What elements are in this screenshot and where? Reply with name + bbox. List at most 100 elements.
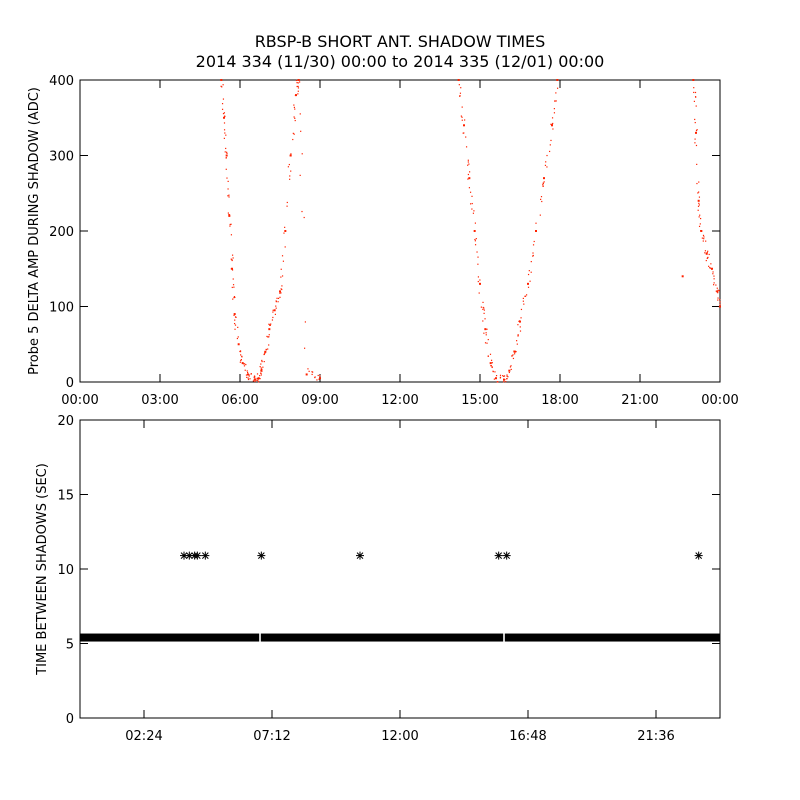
shadow-interval-point <box>502 551 511 560</box>
shadow-amp-point <box>247 371 249 374</box>
top-x-tick-label: 12:00 <box>381 393 418 408</box>
shadow-amp-point <box>708 265 710 267</box>
shadow-amp-point <box>491 366 493 369</box>
shadow-amp-point <box>233 296 236 298</box>
shadow-amp-point <box>294 94 297 97</box>
shadow-amp-point <box>283 232 285 234</box>
shadow-amp-point <box>694 121 696 124</box>
shadow-amp-point <box>709 267 711 269</box>
shadow-amp-point <box>474 238 476 241</box>
shadow-amp-point <box>502 375 504 377</box>
shadow-amp-point <box>540 198 542 200</box>
shadow-amp-point <box>482 320 484 322</box>
shadow-amp-point <box>495 374 498 377</box>
shadow-amp-point <box>227 212 229 214</box>
shadow-amp-point <box>289 175 291 177</box>
shadow-amp-point <box>297 93 299 95</box>
shadow-amp-point <box>280 292 282 294</box>
shadow-amp-point <box>314 376 316 378</box>
shadow-amp-point <box>255 379 257 381</box>
shadow-amp-point <box>301 210 303 213</box>
shadow-amp-point <box>467 173 470 176</box>
shadow-amp-point <box>477 276 480 278</box>
shadow-amp-point <box>701 237 703 239</box>
shadow-amp-point <box>295 79 298 82</box>
shadow-amp-point <box>275 300 277 302</box>
shadow-amp-point <box>252 380 254 382</box>
shadow-amp-point <box>228 196 230 198</box>
shadow-amp-point <box>499 376 502 378</box>
shadow-amp-point <box>257 381 260 383</box>
shadow-amp-point <box>699 223 701 225</box>
shadow-amp-point <box>259 365 261 368</box>
shadow-amp-point <box>231 267 233 270</box>
shadow-interval-baseline <box>504 633 720 642</box>
shadow-amp-point <box>287 166 289 168</box>
shadow-amp-point <box>228 214 231 217</box>
shadow-amp-point <box>543 181 545 183</box>
shadow-amp-point <box>516 343 518 345</box>
bottom-x-tick-label: 21:36 <box>637 729 674 744</box>
shadow-amp-point <box>476 251 478 253</box>
shadow-amp-point <box>506 378 508 380</box>
shadow-amp-point <box>243 363 245 365</box>
shadow-amp-point <box>230 223 232 225</box>
shadow-amp-point <box>232 257 234 259</box>
shadow-amp-point <box>517 335 519 337</box>
shadow-amp-point <box>514 350 516 352</box>
top-plot-frame <box>79 79 721 383</box>
shadow-amp-point <box>281 288 283 291</box>
shadow-amp-point <box>546 154 548 157</box>
shadow-amp-point <box>241 356 243 358</box>
shadow-amp-point <box>693 87 695 89</box>
shadow-amp-point <box>519 320 521 323</box>
shadow-amp-point <box>556 87 559 89</box>
shadow-amp-point <box>231 254 234 256</box>
shadow-amp-point <box>702 240 704 242</box>
shadow-amp-point <box>276 297 278 299</box>
shadow-amp-point <box>243 363 246 365</box>
shadow-amp-point <box>697 192 699 194</box>
shadow-amp-point <box>543 177 545 180</box>
shadow-amp-point <box>554 100 556 102</box>
shadow-amp-point <box>698 202 700 204</box>
shadow-amp-point <box>710 268 713 270</box>
shadow-amp-point <box>532 255 534 257</box>
shadow-amp-point <box>550 123 552 125</box>
shadow-amp-point <box>467 178 469 180</box>
shadow-amp-point <box>532 252 534 254</box>
shadow-amp-point <box>260 372 262 375</box>
shadow-amp-point <box>468 163 470 165</box>
shadow-amp-point <box>499 374 502 376</box>
shadow-amp-point <box>319 375 321 377</box>
shadow-amp-point <box>694 96 697 98</box>
shadow-amp-point <box>226 177 228 179</box>
shadow-amp-point <box>719 301 721 303</box>
shadow-amp-point <box>223 112 226 114</box>
shadow-amp-point <box>697 199 700 202</box>
shadow-interval-baseline <box>80 633 260 642</box>
shadow-amp-point <box>494 371 496 373</box>
shadow-amp-point <box>472 212 475 214</box>
shadow-amp-point <box>695 131 697 134</box>
shadow-amp-point <box>477 263 479 265</box>
shadow-interval-point <box>694 551 703 560</box>
shadow-amp-point <box>505 381 507 383</box>
shadow-amp-point <box>704 252 706 254</box>
shadow-amp-point <box>510 368 512 371</box>
shadow-amp-point <box>225 147 227 150</box>
shadow-amp-point <box>518 320 521 322</box>
shadow-amp-point <box>223 129 226 131</box>
shadow-amp-point <box>280 276 282 278</box>
shadow-amp-point <box>279 292 281 294</box>
shadow-amp-point <box>546 166 548 168</box>
shadow-amp-point <box>519 330 522 332</box>
shadow-amp-point <box>299 174 301 176</box>
shadow-amp-point <box>292 132 294 134</box>
shadow-amp-point <box>249 378 251 380</box>
shadow-amp-point <box>280 268 282 270</box>
shadow-amp-point <box>555 100 557 102</box>
shadow-amp-point <box>268 336 270 338</box>
shadow-amp-point <box>222 98 225 100</box>
shadow-amp-point <box>221 103 224 105</box>
